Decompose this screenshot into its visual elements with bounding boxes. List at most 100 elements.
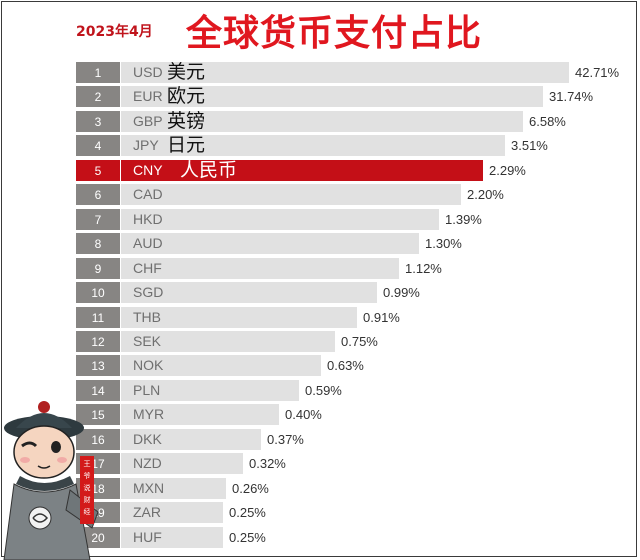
bar-row-dkk: 16 DKK 0.37%	[0, 429, 640, 450]
bar-gbp	[121, 111, 523, 132]
currency-name-cn: 日元	[167, 134, 206, 156]
bar-thb	[121, 307, 357, 328]
mascot-face	[13, 425, 75, 479]
bar-chf	[121, 258, 399, 279]
seal-char-3: 说	[84, 483, 91, 492]
currency-code: SGD	[133, 284, 164, 300]
bar-pln	[121, 380, 299, 401]
hat-button	[38, 401, 50, 413]
currency-name-cn: 英镑	[167, 110, 206, 132]
rank-label: 3	[76, 111, 120, 132]
value-label: 0.25%	[229, 530, 266, 545]
rank-label: 15	[76, 404, 120, 425]
currency-code: AUD	[133, 235, 163, 251]
bar-row-sgd: 10 SGD 0.99%	[0, 282, 640, 303]
seal-char-1: 王	[84, 460, 91, 468]
bar-eur	[121, 86, 543, 107]
value-label: 1.12%	[405, 261, 442, 276]
bar-row-jpy: 4 JPY 日元 3.51%	[0, 134, 640, 156]
bar-sgd	[121, 282, 377, 303]
currency-code: CNY	[133, 162, 163, 178]
currency-code: MXN	[133, 480, 165, 496]
bar-row-cad: 6 CAD 2.20%	[0, 184, 640, 205]
currency-code: MYR	[133, 406, 165, 422]
robe-collar	[16, 476, 74, 491]
bar-usd	[121, 62, 569, 83]
bar-row-nok: 13 NOK 0.63%	[0, 355, 640, 376]
seal-char-2: 爷	[84, 471, 91, 480]
rank-label: 6	[76, 184, 120, 205]
bar-row-gbp: 3 GBP 英镑 6.58%	[0, 110, 640, 132]
emblem-swirl	[32, 513, 48, 523]
value-label: 0.37%	[267, 432, 304, 447]
rank-label: 1	[76, 62, 120, 83]
bar-row-chf: 9 CHF 1.12%	[0, 258, 640, 279]
right-eye	[51, 441, 61, 453]
value-label: 0.91%	[363, 310, 400, 325]
currency-code: PLN	[133, 382, 161, 398]
value-label: 0.25%	[229, 505, 266, 520]
value-label: 1.39%	[445, 212, 482, 227]
bar-aud	[121, 233, 419, 254]
bar-dkk	[121, 429, 261, 450]
bar-mxn	[121, 478, 226, 499]
currency-code: JPY	[133, 137, 159, 153]
rank-label: 2	[76, 86, 120, 107]
left-eye	[21, 441, 38, 448]
rank-label: 7	[76, 209, 120, 230]
scholar-mascot: 王 爷 说 财 经	[3, 401, 99, 560]
value-label: 6.58%	[529, 114, 566, 129]
rank-label: 8	[76, 233, 120, 254]
value-label: 2.20%	[467, 187, 504, 202]
value-label: 0.40%	[285, 407, 322, 422]
currency-code: EUR	[133, 88, 163, 104]
rank-label: 10	[76, 282, 120, 303]
currency-code: SEK	[133, 333, 162, 349]
rank-label: 5	[76, 160, 120, 181]
bar-row-eur: 2 EUR 欧元 31.74%	[0, 85, 640, 107]
bar-jpy	[121, 135, 505, 156]
currency-code: CAD	[133, 186, 163, 202]
seal-char-5: 经	[84, 507, 91, 516]
bar-zar	[121, 502, 223, 523]
currency-code: THB	[133, 309, 161, 325]
currency-name-cn: 欧元	[167, 85, 206, 107]
currency-code: NZD	[133, 455, 162, 471]
currency-code: NOK	[133, 357, 164, 373]
currency-name-cn: 美元	[167, 61, 206, 83]
value-label: 0.99%	[383, 285, 420, 300]
mouth	[37, 465, 51, 469]
value-label: 0.63%	[327, 358, 364, 373]
value-label: 1.30%	[425, 236, 462, 251]
currency-code: USD	[133, 64, 163, 80]
seal-char-4: 财	[84, 495, 91, 504]
bar-row-sek: 12 SEK 0.75%	[0, 331, 640, 352]
value-label: 2.29%	[489, 163, 526, 178]
value-label: 3.51%	[511, 138, 548, 153]
bar-row-thb: 11 THB 0.91%	[0, 307, 640, 328]
currency-name-cn: 人民币	[180, 159, 238, 181]
chart-date: 2023年4月	[76, 24, 153, 40]
bar-huf	[121, 527, 223, 548]
bar-sek	[121, 331, 335, 352]
currency-code: GBP	[133, 113, 163, 129]
bar-row-usd: 1 USD 美元 42.71%	[0, 61, 640, 83]
rank-label: 4	[76, 135, 120, 156]
bar-row-cny: 5 CNY 人民币 2.29%	[0, 159, 640, 181]
rank-label: 13	[76, 355, 120, 376]
value-label: 0.59%	[305, 383, 342, 398]
bar-row-hkd: 7 HKD 1.39%	[0, 209, 640, 230]
bar-cny	[121, 160, 483, 181]
value-label: 0.26%	[232, 481, 269, 496]
bar-nzd	[121, 453, 243, 474]
blush-left	[20, 457, 30, 463]
bar-hkd	[121, 209, 439, 230]
bar-nok	[121, 355, 321, 376]
value-label: 31.74%	[549, 89, 594, 104]
robe-emblem	[28, 506, 52, 530]
value-label: 42.71%	[575, 65, 620, 80]
rank-label: 14	[76, 380, 120, 401]
rank-label: 12	[76, 331, 120, 352]
currency-code: HUF	[133, 529, 162, 545]
